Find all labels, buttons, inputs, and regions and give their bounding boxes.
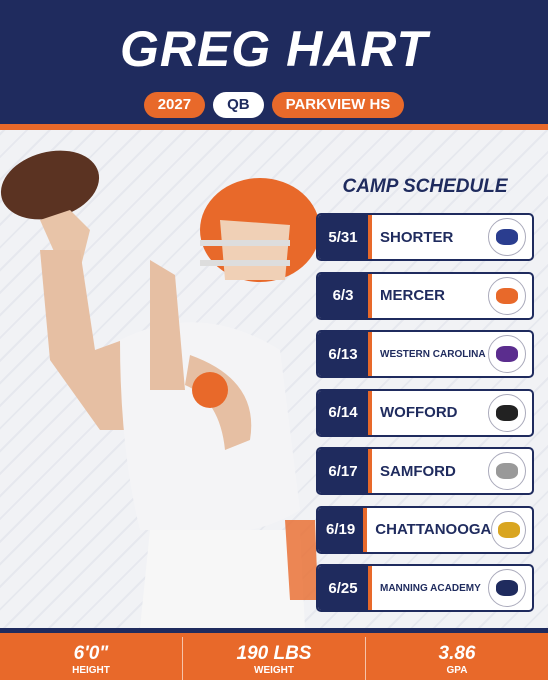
schedule-row: 6/17 SAMFORD — [316, 447, 534, 495]
stat-value: 3.86 — [438, 643, 476, 664]
school-name: WESTERN CAROLINA — [380, 348, 486, 360]
schedule-row: 5/31 SHORTER — [316, 213, 534, 261]
camp-date: 6/17 — [318, 449, 372, 493]
player-name: GREG HART — [119, 21, 429, 77]
player-photo — [0, 150, 320, 628]
school-name: SAMFORD — [380, 462, 456, 480]
schedule-row: 6/14 WOFFORD — [316, 388, 534, 437]
position-tag: QB — [213, 92, 264, 118]
school-logo — [488, 452, 526, 490]
camp-date: 6/14 — [318, 390, 372, 435]
stat-value: 190 LBS — [236, 643, 312, 664]
footer: 6'0" HEIGHT 190 LBS WEIGHT 3.86 GPA — [0, 628, 548, 680]
header: GREG HART 2027 QB PARKVIEW HS — [0, 0, 548, 130]
school-tag: PARKVIEW HS — [271, 92, 405, 118]
school-logo — [488, 569, 526, 607]
school-name: CHATTANOOGA — [375, 521, 492, 538]
school-name: SHORTER — [380, 228, 454, 246]
school-logo — [488, 335, 526, 373]
school-logo — [488, 218, 526, 256]
class-tag: 2027 — [143, 92, 206, 118]
stat-value: 6'0" — [73, 643, 109, 664]
stat: 6'0" HEIGHT — [0, 637, 183, 680]
camp-date: 6/19 — [318, 507, 368, 552]
schedule-row: 6/13 WESTERN CAROLINA — [316, 330, 534, 378]
stat-label: HEIGHT — [72, 665, 110, 676]
schedule-title: CAMP SCHEDULE — [342, 176, 508, 197]
school-logo — [491, 510, 526, 549]
camp-date: 6/25 — [318, 566, 372, 610]
camp-date: 5/31 — [318, 215, 372, 259]
stat-label: WEIGHT — [254, 665, 294, 676]
stat: 3.86 GPA — [366, 637, 548, 680]
school-name: WOFFORD — [380, 404, 458, 421]
tags: 2027 QB PARKVIEW HS — [0, 92, 548, 118]
camp-date: 6/3 — [318, 273, 372, 318]
school-name: MERCER — [380, 287, 446, 304]
schedule-row: 6/3 MERCER — [316, 271, 534, 320]
stat-label: GPA — [446, 665, 468, 676]
school-logo — [488, 276, 526, 315]
school-logo — [488, 393, 526, 432]
school-name: MANNING ACADEMY — [380, 582, 481, 594]
stat: 190 LBS WEIGHT — [183, 637, 366, 680]
schedule-row: 6/25 MANNING ACADEMY — [316, 564, 534, 612]
camp-date: 6/13 — [318, 332, 372, 376]
schedule-row: 6/19 CHATTANOOGA — [316, 505, 534, 554]
